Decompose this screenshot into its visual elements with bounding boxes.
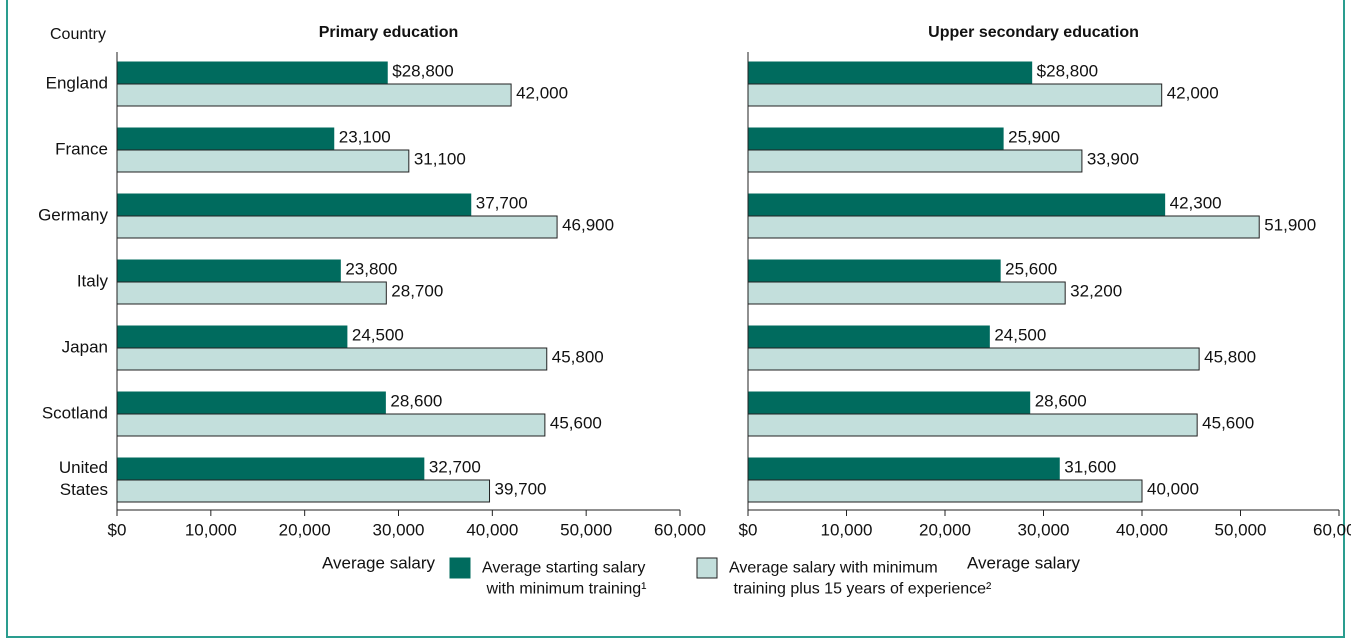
x-tick-label: 60,000 [1313, 520, 1351, 539]
x-tick-label: 30,000 [1018, 520, 1070, 539]
value-label: 31,100 [414, 149, 466, 168]
value-label: 25,900 [1008, 127, 1060, 146]
value-label: 51,900 [1264, 215, 1316, 234]
x-tick-label: 40,000 [466, 520, 518, 539]
legend-swatch [449, 557, 471, 579]
x-tick-label: 60,000 [654, 520, 706, 539]
value-label: $28,800 [392, 61, 453, 80]
x-tick-label: 10,000 [185, 520, 237, 539]
value-label: 45,800 [1204, 347, 1256, 366]
value-label: 31,600 [1064, 457, 1116, 476]
bar [116, 479, 491, 503]
bar [747, 193, 1166, 217]
legend-label: Average salary with minimum training plu… [729, 560, 992, 598]
bar [747, 259, 1001, 283]
x-tick-label: 30,000 [373, 520, 425, 539]
x-tick-label: 10,000 [821, 520, 873, 539]
value-label: 42,000 [516, 83, 568, 102]
panel-title: Primary education [319, 24, 459, 41]
bar [747, 281, 1066, 305]
category-label: England [46, 73, 108, 92]
category-label: Italy [77, 271, 109, 290]
x-tick-label: 40,000 [1116, 520, 1168, 539]
bar [747, 347, 1200, 371]
bar [116, 325, 348, 349]
category-label: Germany [38, 205, 108, 224]
legend-swatch [696, 557, 718, 579]
value-label: 28,600 [1035, 391, 1087, 410]
x-tick-label: 20,000 [279, 520, 331, 539]
bar [116, 193, 472, 217]
bar [747, 457, 1060, 481]
bar [116, 281, 387, 305]
bar [747, 479, 1143, 503]
value-label: 42,300 [1170, 193, 1222, 212]
bar [116, 259, 341, 283]
value-label: 28,600 [390, 391, 442, 410]
value-label: 23,800 [345, 259, 397, 278]
x-axis-label: Average salary [322, 553, 436, 572]
bar [116, 391, 386, 415]
panel-title: Upper secondary education [928, 24, 1139, 41]
frame [6, 0, 1345, 638]
value-label: 25,600 [1005, 259, 1057, 278]
x-tick-label: 50,000 [1215, 520, 1267, 539]
value-label: 33,900 [1087, 149, 1139, 168]
value-label: 32,200 [1070, 281, 1122, 300]
category-label: United States [55, 458, 108, 499]
value-label: 46,900 [562, 215, 614, 234]
value-label: 45,800 [552, 347, 604, 366]
bar [116, 215, 558, 239]
bar [116, 61, 388, 85]
bar [747, 391, 1031, 415]
y-axis-label: Country [50, 26, 106, 43]
value-label: 45,600 [1202, 413, 1254, 432]
bar [747, 149, 1083, 173]
value-label: 45,600 [550, 413, 602, 432]
category-label: Scotland [42, 403, 108, 422]
legend-label: Average starting salary with minimum tra… [482, 560, 646, 598]
category-label: Japan [62, 337, 108, 356]
x-tick-label: 20,000 [919, 520, 971, 539]
value-label: 40,000 [1147, 479, 1199, 498]
bar [116, 83, 512, 107]
value-label: 28,700 [391, 281, 443, 300]
x-tick-label: $0 [739, 520, 758, 539]
bar [747, 83, 1163, 107]
bar [747, 215, 1260, 239]
bar [116, 127, 335, 151]
bar [747, 127, 1004, 151]
value-label: 37,700 [476, 193, 528, 212]
value-label: 23,100 [339, 127, 391, 146]
x-tick-label: $0 [108, 520, 127, 539]
bar [747, 413, 1198, 437]
value-label: 42,000 [1167, 83, 1219, 102]
x-axis-label: Average salary [967, 553, 1081, 572]
bar [116, 413, 546, 437]
bar [747, 325, 990, 349]
bar [116, 347, 548, 371]
value-label: 39,700 [495, 479, 547, 498]
x-tick-label: 50,000 [560, 520, 612, 539]
value-label: 24,500 [994, 325, 1046, 344]
category-label: France [55, 139, 108, 158]
bar [747, 61, 1033, 85]
bar [116, 457, 425, 481]
value-label: $28,800 [1037, 61, 1098, 80]
bar [116, 149, 410, 173]
value-label: 32,700 [429, 457, 481, 476]
value-label: 24,500 [352, 325, 404, 344]
